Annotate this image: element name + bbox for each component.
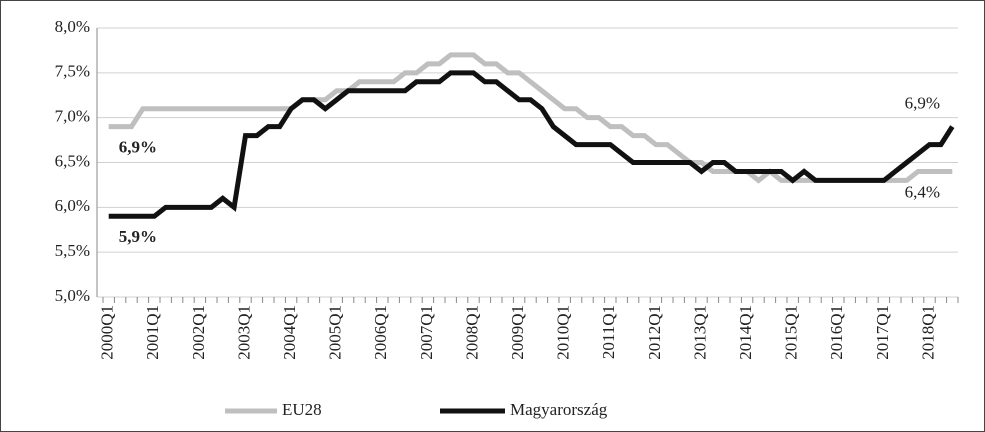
data-label: 6,9%	[905, 94, 940, 113]
x-tick-label: 2010Q1	[554, 305, 573, 360]
y-tick-label: 8,0%	[55, 17, 90, 36]
x-tick-label: 2011Q1	[599, 305, 618, 359]
x-tick-label: 2017Q1	[873, 305, 892, 360]
x-tick-label: 2004Q1	[280, 305, 299, 360]
x-tick-label: 2002Q1	[189, 305, 208, 360]
x-tick-label: 2007Q1	[417, 305, 436, 360]
legend-label: EU28	[282, 400, 322, 419]
y-tick-label: 6,0%	[55, 196, 90, 215]
x-tick-label: 2006Q1	[371, 305, 390, 360]
legend-label: Magyarország	[510, 400, 608, 419]
x-tick-label: 2000Q1	[98, 305, 117, 360]
y-tick-label: 5,0%	[55, 286, 90, 305]
x-tick-label: 2015Q1	[782, 305, 801, 360]
y-tick-label: 5,5%	[55, 241, 90, 260]
x-tick-label: 2012Q1	[645, 305, 664, 360]
x-tick-label: 2001Q1	[143, 305, 162, 360]
x-tick-label: 2018Q1	[918, 305, 937, 360]
x-tick-label: 2009Q1	[508, 305, 527, 360]
series-line	[108, 70, 955, 219]
y-tick-label: 7,5%	[55, 62, 90, 81]
data-label: 6,4%	[905, 182, 940, 201]
x-tick-label: 2005Q1	[326, 305, 345, 360]
x-tick-label: 2003Q1	[234, 305, 253, 360]
y-tick-label: 7,0%	[55, 107, 90, 126]
x-tick-label: 2016Q1	[827, 305, 846, 360]
data-label: 5,9%	[119, 227, 157, 246]
x-tick-label: 2013Q1	[690, 305, 709, 360]
y-tick-label: 6,5%	[55, 151, 90, 170]
x-tick-label: 2008Q1	[462, 305, 481, 360]
x-tick-label: 2014Q1	[736, 305, 755, 360]
data-label: 6,9%	[119, 138, 157, 157]
